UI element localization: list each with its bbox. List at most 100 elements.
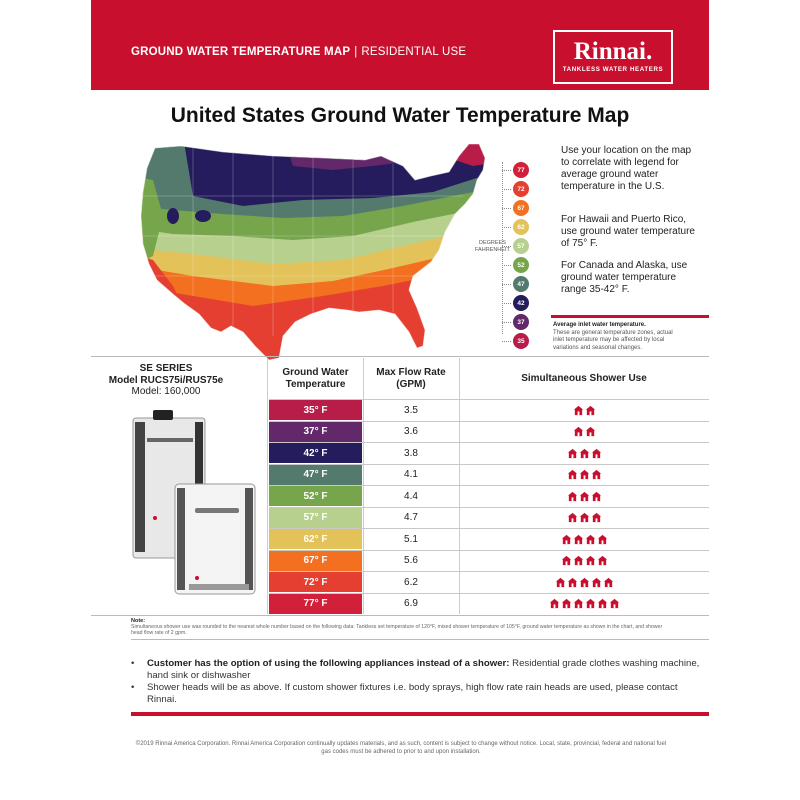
shower-icon — [579, 448, 589, 458]
legend-unit-label: DEGREES FAHRENHEIT — [475, 240, 510, 254]
model-header: SE SERIES Model RUCS75i/RUS75e — [91, 363, 241, 386]
shower-icon — [573, 534, 583, 544]
shower-use-cell — [459, 400, 709, 420]
legend-swatch: 47 — [513, 276, 529, 292]
legend-unit-line1: DEGREES — [478, 240, 506, 246]
legend-tick — [502, 341, 511, 342]
table-divider-2 — [363, 358, 364, 614]
shower-icon — [579, 469, 589, 480]
bullet-item-appliances: • Customer has the option of using the f… — [131, 658, 701, 681]
table-row: 57° F 4.7 — [269, 506, 709, 528]
legend-tick — [502, 303, 511, 304]
shower-use-cell — [459, 529, 709, 549]
flow-rate-cell: 3.5 — [404, 404, 418, 416]
shower-icon — [555, 577, 565, 587]
flow-rate-cell: 4.4 — [404, 490, 418, 502]
shower-icon — [585, 598, 595, 609]
temp-cell: 37° F — [269, 421, 362, 442]
shower-use-cell — [459, 551, 709, 571]
shower-icon — [567, 512, 577, 523]
legend-tick — [502, 189, 511, 190]
shower-use-cell — [459, 486, 709, 506]
shower-icon — [591, 512, 601, 523]
spec-sheet: GROUND WATER TEMPERATURE MAP | RESIDENTIAL… — [91, 0, 709, 800]
shower-icon — [561, 598, 571, 609]
legend-swatch: 72 — [513, 181, 529, 197]
table-top-rule — [91, 356, 709, 357]
bullet-item-shower-heads: • Shower heads will be as above. If cust… — [131, 682, 701, 705]
legend-unit-line2: FAHRENHEIT — [475, 247, 510, 253]
shower-icon — [591, 448, 601, 458]
shower-icon — [597, 534, 607, 544]
legend-swatch: 57 — [513, 238, 529, 254]
side-text-location: Use your location on the map to correlat… — [561, 145, 692, 192]
shower-icon — [591, 491, 601, 501]
shower-icon — [567, 469, 577, 480]
model-number: Model: 160,000 — [131, 386, 201, 397]
table-row: 72° F 6.2 — [269, 571, 709, 592]
shower-icon — [603, 577, 613, 587]
flow-rate-cell: 6.2 — [404, 576, 418, 588]
col-header-temp: Ground Water Temperature — [282, 367, 349, 390]
shower-icon — [567, 491, 577, 501]
legend-swatch: 62 — [513, 219, 529, 235]
legend-guide-line — [502, 162, 503, 334]
shower-use-cell — [459, 422, 709, 442]
shower-icon — [585, 426, 595, 437]
logo-name: Rinnai. — [573, 38, 653, 65]
note-title: Note: — [131, 618, 146, 624]
footer-bar — [131, 712, 709, 716]
table-bottom-rule — [91, 615, 709, 616]
table-row: 77° F 6.9 — [269, 592, 709, 614]
legend-note-body: These are general temperature zones, act… — [553, 330, 673, 351]
col-header-shower: Simultaneous Shower Use — [521, 373, 647, 384]
shower-icon — [597, 555, 607, 566]
legend-tick — [502, 227, 511, 228]
shower-icon — [579, 512, 589, 523]
table-row: 67° F 5.6 — [269, 549, 709, 571]
shower-icon — [585, 405, 595, 415]
logo-tagline: TANKLESS WATER HEATERS — [562, 66, 664, 73]
shower-icon — [591, 577, 601, 587]
bullet-body: Residential grade clothes washing machin… — [147, 658, 700, 681]
flow-rate-cell: 3.6 — [404, 426, 418, 437]
shower-icon — [573, 598, 583, 609]
temp-cell: 35° F — [269, 400, 362, 420]
side-text-hawaii: For Hawaii and Puerto Rico, use ground w… — [561, 214, 695, 249]
shower-use-cell — [459, 572, 709, 592]
flow-rate-cell: 6.9 — [404, 598, 418, 609]
header-title-light: RESIDENTIAL USE — [361, 46, 467, 58]
table-divider-3 — [459, 358, 460, 614]
model-series: SE SERIES — [139, 363, 193, 374]
shower-icon — [573, 426, 583, 437]
bullet-list: • Customer has the option of using the f… — [131, 658, 701, 706]
rinnai-logo: Rinnai. TANKLESS WATER HEATERS — [553, 30, 673, 84]
shower-icon — [567, 577, 577, 587]
shower-use-cell — [459, 594, 709, 614]
shower-icon — [573, 405, 583, 415]
shower-use-cell — [459, 443, 709, 463]
bullet-bold: Customer has the option of using the fol… — [147, 658, 510, 669]
legend-swatch: 67 — [513, 200, 529, 216]
shower-icon — [585, 534, 595, 544]
flow-rate-cell: 4.7 — [404, 512, 418, 523]
page-title: United States Ground Water Temperature M… — [170, 104, 630, 127]
header-title: GROUND WATER TEMPERATURE MAP | RESIDENTIAL… — [131, 46, 466, 58]
flow-rate-cell: 3.8 — [404, 447, 418, 459]
shower-icon — [579, 577, 589, 587]
legend-tick — [502, 246, 511, 247]
flow-rate-cell: 5.6 — [404, 555, 418, 566]
bullet-dot: • — [131, 682, 135, 694]
shower-use-cell — [459, 508, 709, 528]
temp-cell: 67° F — [269, 550, 362, 571]
header-separator: | — [354, 46, 358, 58]
legend-tick — [502, 170, 511, 171]
flow-rate-cell: 5.1 — [404, 533, 418, 545]
shower-icon — [609, 598, 619, 609]
note-divider — [131, 639, 709, 640]
shower-icon — [561, 534, 571, 544]
legend-tick — [502, 265, 511, 266]
shower-use-cell — [459, 465, 709, 485]
bullet-body: Shower heads will be as above. If custom… — [147, 682, 678, 705]
flow-rate-cell: 4.1 — [404, 469, 418, 480]
